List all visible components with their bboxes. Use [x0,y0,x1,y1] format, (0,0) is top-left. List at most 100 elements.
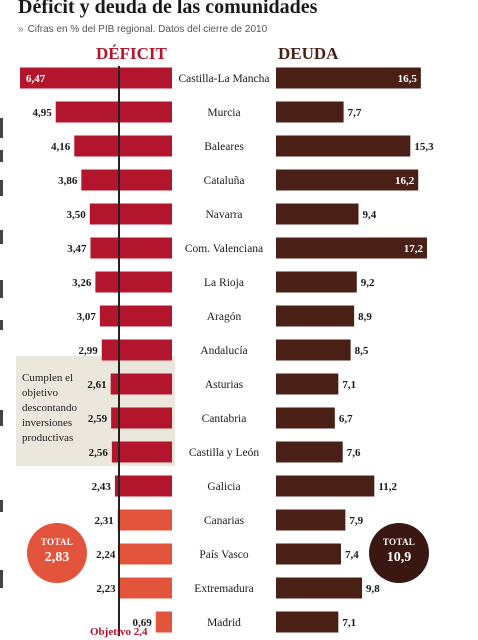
deficit-bar [111,441,172,463]
debt-bar [276,577,363,599]
debt-bar [276,611,339,633]
debt-value-label: 7,7 [348,107,362,119]
deficit-value-label: 3,47 [67,243,87,255]
debt-value-label: 15,3 [414,141,434,153]
debt-value-label: 17,2 [404,243,424,255]
deficit-bar [74,135,172,157]
debt-bar [276,305,355,327]
debt-heading: DEUDA [278,44,339,63]
debt-bar [276,169,419,191]
deficit-value-label: 2,61 [87,379,106,391]
debt-value-label: 8,5 [355,345,369,357]
debt-bar [276,441,343,463]
region-label: Castilla y León [189,447,260,459]
region-label: Aragón [207,311,242,323]
debt-bar [276,339,351,361]
debt-value-label: 16,5 [398,73,418,85]
region-label: Andalucía [200,345,247,357]
debt-bar [276,135,411,157]
deficit-bar [111,407,172,429]
region-label: Cantabria [202,413,247,425]
chevron-right-icon: » [18,24,24,35]
debt-bar [276,373,339,395]
deficit-value-label: 2,56 [89,447,109,459]
total-debt-label: TOTAL [382,537,416,547]
debt-value-label: 9,2 [361,277,375,289]
deficit-bar [81,169,172,191]
left-edge-decoration [0,110,4,630]
region-label: Canarias [204,515,245,527]
deficit-bar [119,577,172,599]
objective-line [118,66,120,636]
total-debt-value: 10,9 [386,550,412,565]
debt-bar [276,203,359,225]
debt-value-label: 9,8 [366,583,380,595]
debt-value-label: 7,1 [342,379,356,391]
deficit-bar [110,373,172,395]
chart-title: Déficit y deuda de las comunidades [18,0,318,18]
region-label: País Vasco [199,549,249,561]
debt-value-label: 7,9 [349,515,363,527]
region-label: Com. Valenciana [185,243,263,255]
region-label: Extremadura [194,583,253,595]
deficit-heading: DÉFICIT [96,44,167,63]
total-deficit-label: TOTAL [40,537,74,547]
deficit-value-label: 3,26 [72,277,92,289]
debt-value-label: 7,6 [347,447,361,459]
total-deficit-badge: TOTAL 2,83 [27,523,87,583]
deficit-bar [90,237,172,259]
debt-bar [276,271,357,293]
debt-bar [276,543,341,565]
debt-value-label: 9,4 [363,209,377,221]
deficit-bar [99,305,172,327]
debt-value-label: 7,4 [345,549,359,561]
deficit-value-label: 2,43 [92,481,112,493]
chart-subtitle: » Cifras en % del PIB regional. Datos del… [18,24,267,35]
deficit-value-label: 3,07 [77,311,97,323]
total-debt-badge: TOTAL 10,9 [369,523,429,583]
region-label: Murcia [207,107,240,119]
region-label: Cataluña [204,175,245,187]
deficit-value-label: 2,24 [96,549,116,561]
debt-value-label: 16,2 [395,175,415,187]
deficit-value-label: 4,95 [32,107,52,119]
debt-bar [276,237,427,259]
debt-bar [276,101,344,123]
region-label: Galicia [207,481,240,493]
total-deficit-value: 2,83 [44,550,70,565]
deficit-value-label: 4,16 [51,141,71,153]
region-label: La Rioja [204,277,244,289]
region-label: Asturias [205,379,244,391]
deficit-bar [89,203,172,225]
debt-bar [276,475,375,497]
highlight-note: Cumplen el objetivo descontando inversio… [22,372,77,444]
deficit-bar [20,67,172,89]
region-label: Navarra [205,209,242,221]
debt-value-label: 8,9 [358,311,372,323]
debt-value-label: 6,7 [339,413,353,425]
debt-bar [276,407,335,429]
deficit-bar [114,475,172,497]
debt-bar [276,509,346,531]
subtitle-text: Cifras en % del PIB regional. Datos del … [27,24,268,35]
deficit-value-label: 2,59 [88,413,108,425]
region-label: Baleares [204,141,244,153]
deficit-bar [155,611,172,633]
deficit-value-label: 2,31 [94,515,113,527]
debt-bar [276,67,421,89]
deficit-value-label: 3,86 [58,175,78,187]
deficit-value-label: 6,47 [26,73,46,85]
debt-value-label: 7,1 [342,617,356,629]
deficit-bar [95,271,172,293]
deficit-value-label: 0,69 [133,617,153,629]
region-label: Madrid [207,617,241,629]
deficit-bar [119,543,172,565]
objective-label: Objetivo 2,4 [90,626,148,638]
debt-value-label: 11,2 [378,481,397,493]
deficit-value-label: 2,23 [96,583,116,595]
region-label: Castilla-La Mancha [178,73,269,85]
deficit-value-label: 2,99 [79,345,99,357]
deficit-bar [101,339,172,361]
deficit-bar [117,509,172,531]
